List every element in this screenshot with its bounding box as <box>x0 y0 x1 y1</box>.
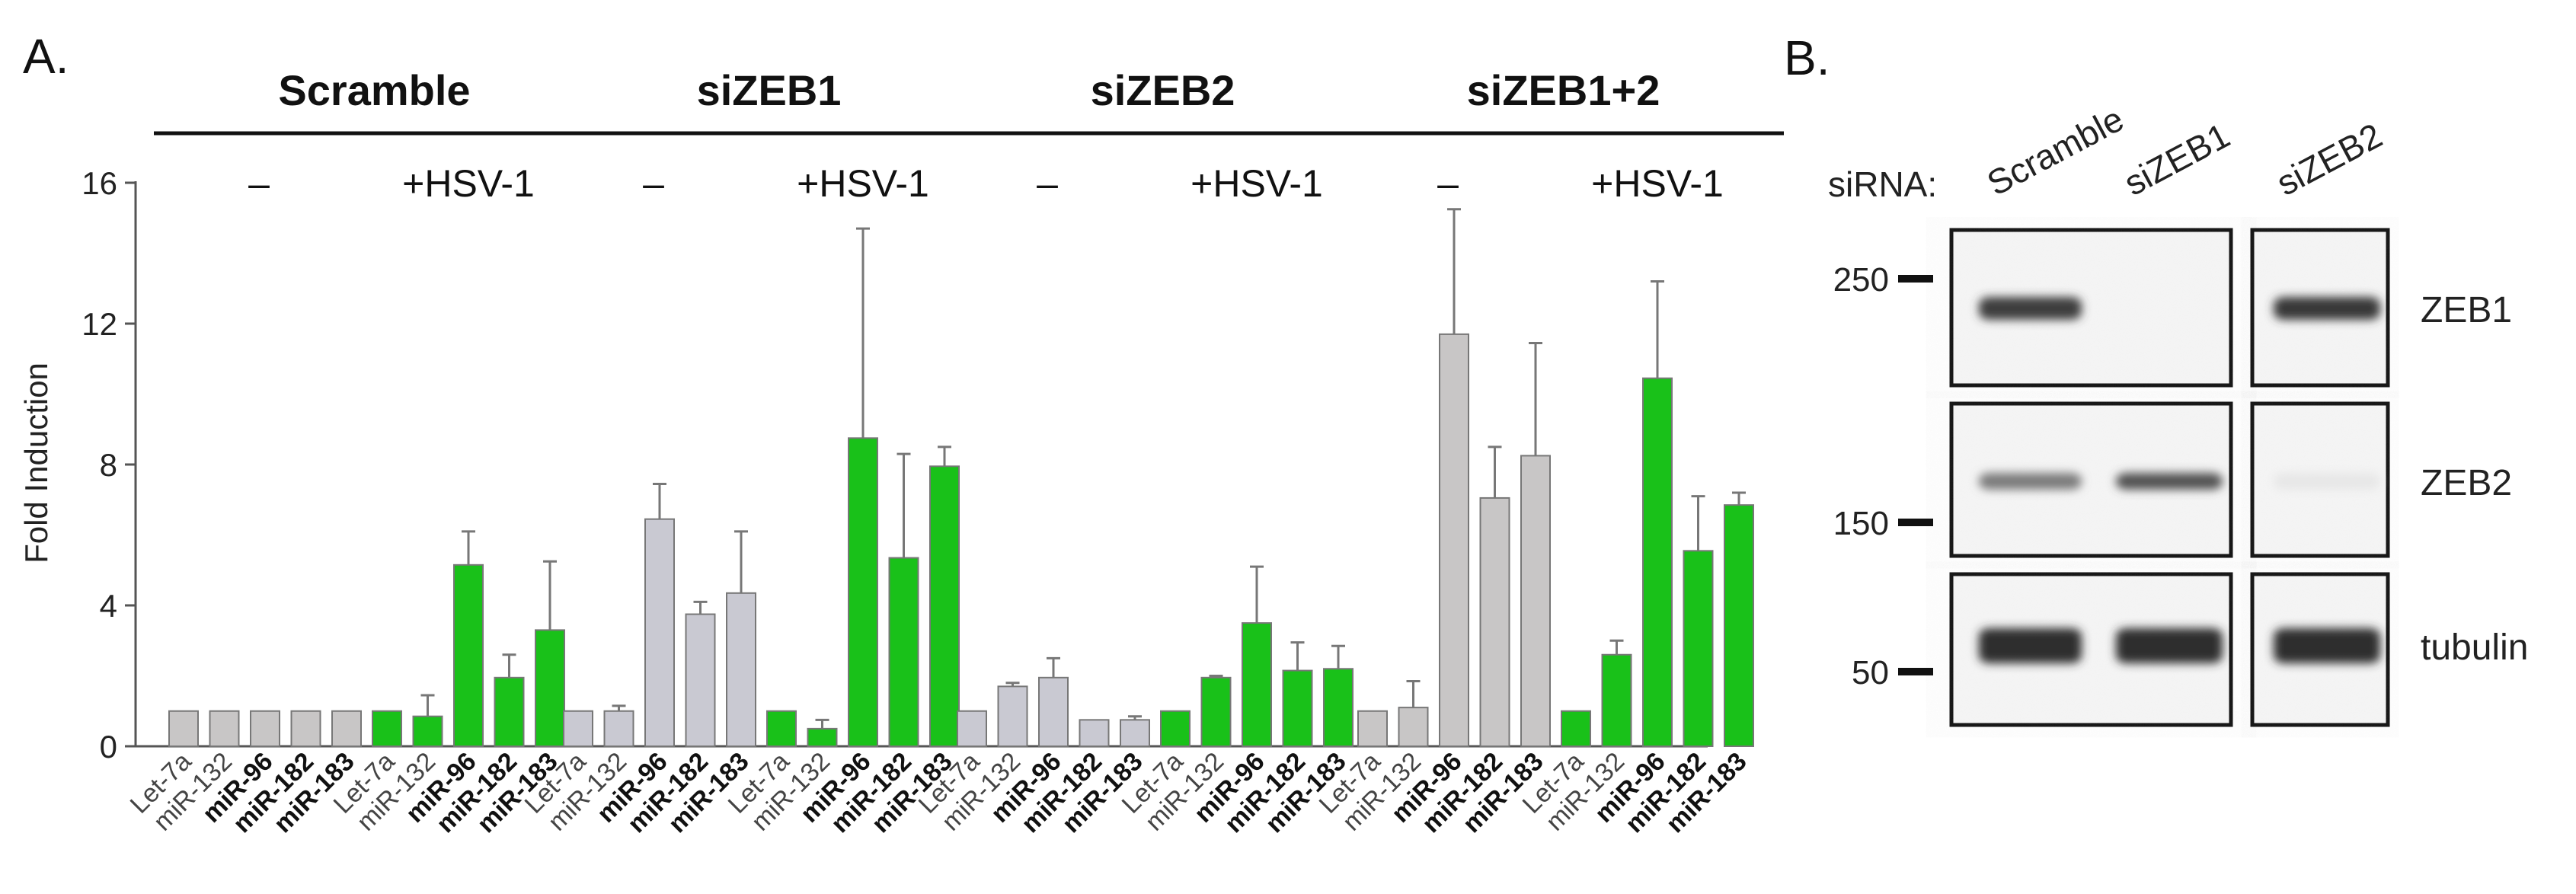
group-title: siZEB1+2 <box>1467 66 1660 114</box>
bar <box>1357 710 1388 747</box>
blot-row-label: ZEB2 <box>2421 463 2512 503</box>
panel-a-label: A. <box>23 29 69 84</box>
bar <box>250 710 280 747</box>
lane-label: siZEB1 <box>2117 115 2236 203</box>
tubulin-band <box>2274 628 2380 663</box>
bar <box>290 710 321 747</box>
bar <box>726 592 756 747</box>
blot-row-label: tubulin <box>2421 627 2528 668</box>
hsv-infected-label: +HSV-1 <box>797 162 929 205</box>
uninfected-label: – <box>643 162 664 205</box>
bar <box>209 710 240 747</box>
mw-marker-label: 50 <box>1852 654 1889 691</box>
zeb2-band <box>2116 473 2223 490</box>
y-tick-label: 8 <box>100 447 117 483</box>
bar <box>848 437 878 747</box>
bar <box>494 676 525 747</box>
bar <box>1323 668 1354 747</box>
panel-b-label: B. <box>1784 30 1830 85</box>
bar <box>535 629 565 747</box>
mw-marker-tick <box>1898 668 1933 675</box>
mw-marker-tick <box>1898 519 1933 526</box>
uninfected-label: – <box>248 162 270 205</box>
uninfected-label: – <box>1037 162 1058 205</box>
bar <box>1439 333 1469 747</box>
sirna-label: siRNA: <box>1828 164 1937 204</box>
group-title: Scramble <box>278 66 470 114</box>
mw-marker-label: 150 <box>1833 505 1889 542</box>
hsv-infected-label: +HSV-1 <box>1191 162 1323 205</box>
y-axis-label: Fold Induction <box>18 362 54 564</box>
zeb2-band <box>1979 473 2082 490</box>
bar <box>1079 719 1110 747</box>
tubulin-band <box>1979 628 2082 663</box>
group-title: siZEB1 <box>697 66 842 114</box>
bar <box>1683 550 1714 747</box>
zeb1-band <box>2274 297 2380 320</box>
zeb1-band <box>1979 297 2082 320</box>
blot-row-label: ZEB1 <box>2421 290 2512 330</box>
y-tick-label: 4 <box>100 588 117 624</box>
bar <box>1479 496 1510 747</box>
hsv-infected-label: +HSV-1 <box>402 162 535 205</box>
bar <box>563 710 593 747</box>
bar <box>603 710 634 747</box>
bar <box>644 518 675 747</box>
bar <box>807 727 838 747</box>
bar <box>1038 676 1069 747</box>
bar <box>331 710 362 747</box>
tubulin-band <box>2116 628 2223 663</box>
mw-marker-label: 250 <box>1833 261 1889 299</box>
bar <box>168 710 199 747</box>
bar <box>1601 653 1632 747</box>
bar <box>685 613 716 747</box>
y-tick-label: 0 <box>100 729 117 765</box>
bar <box>1561 710 1591 747</box>
zeb2-band <box>2274 473 2380 490</box>
bar <box>1724 504 1754 747</box>
bar <box>1160 710 1191 747</box>
mw-marker-tick <box>1898 275 1933 283</box>
hsv-infected-label: +HSV-1 <box>1591 162 1724 205</box>
bar <box>1642 377 1673 747</box>
bar <box>929 465 960 747</box>
bar <box>1242 622 1272 747</box>
lane-label: Scramble <box>1980 99 2130 203</box>
bar <box>766 710 797 747</box>
bar <box>1282 669 1313 747</box>
bar <box>888 557 919 747</box>
bar <box>997 685 1028 747</box>
bar <box>372 710 402 747</box>
lane-label: siZEB2 <box>2270 115 2388 203</box>
bar <box>957 710 987 747</box>
uninfected-label: – <box>1437 162 1459 205</box>
bar <box>412 715 443 747</box>
y-tick-label: 16 <box>81 165 117 201</box>
group-title: siZEB2 <box>1091 66 1235 114</box>
bar <box>1398 707 1429 747</box>
bar <box>1120 719 1150 747</box>
bar-chart: 0481216Scramble–Let-7amiR-132miR-96miR-1… <box>81 66 1784 838</box>
y-tick-label: 12 <box>81 306 117 342</box>
bar <box>1200 676 1232 747</box>
bar <box>1520 455 1551 747</box>
bar <box>453 564 484 747</box>
